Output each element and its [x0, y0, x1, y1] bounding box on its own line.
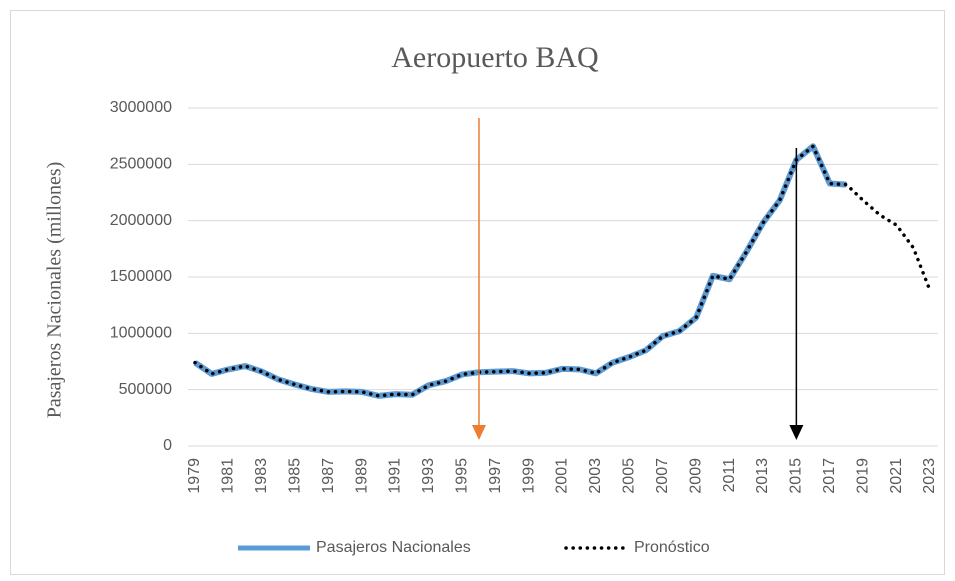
legend-label: Pasajeros Nacionales [316, 539, 471, 556]
x-tick-label: 1983 [253, 458, 270, 494]
legend-label: Pronóstico [634, 539, 710, 556]
arrow [789, 148, 804, 440]
x-tick-label: 1979 [186, 458, 203, 494]
series-line [193, 144, 932, 398]
y-tick-label: 0 [163, 437, 172, 454]
x-tick-label: 1993 [420, 458, 437, 494]
x-tick-label: 2017 [821, 458, 838, 494]
x-tick-label: 1991 [387, 458, 404, 494]
arrow-head [789, 425, 804, 440]
x-tick-label: 2011 [721, 458, 738, 493]
x-tick-label: 2023 [921, 458, 938, 494]
x-tick-label: 1989 [353, 458, 370, 494]
chart-border [10, 10, 945, 575]
y-tick-label: 2000000 [110, 212, 172, 229]
x-tick-label: 2009 [687, 458, 704, 494]
x-tick-label: 1985 [286, 458, 303, 494]
x-tick-label: 1995 [453, 458, 470, 494]
x-tick-label: 2013 [754, 458, 771, 494]
arrow [471, 118, 486, 440]
x-tick-label: 1987 [320, 458, 337, 494]
y-tick-label: 500000 [119, 381, 172, 398]
x-tick-label: 2005 [621, 458, 638, 494]
y-tick-label: 1500000 [110, 268, 172, 285]
arrow-head [471, 425, 486, 440]
chart-title: Aeropuerto BAQ [391, 41, 599, 74]
x-tick-label: 1999 [520, 458, 537, 494]
y-tick-label: 1000000 [110, 325, 172, 342]
y-tick-label: 2500000 [110, 156, 172, 173]
x-tick-label: 2021 [888, 458, 905, 494]
x-tick-label: 2007 [654, 458, 671, 494]
y-tick-label: 3000000 [110, 99, 172, 116]
x-tick-label: 2015 [788, 458, 805, 494]
x-tick-label: 2019 [854, 458, 871, 494]
x-tick-label: 1981 [220, 458, 237, 494]
x-tick-label: 1997 [487, 458, 504, 494]
x-tick-label: 2001 [554, 458, 571, 494]
x-tick-label: 2003 [587, 458, 604, 494]
y-axis-label: Pasajeros Nacionales (millones) [44, 162, 66, 419]
